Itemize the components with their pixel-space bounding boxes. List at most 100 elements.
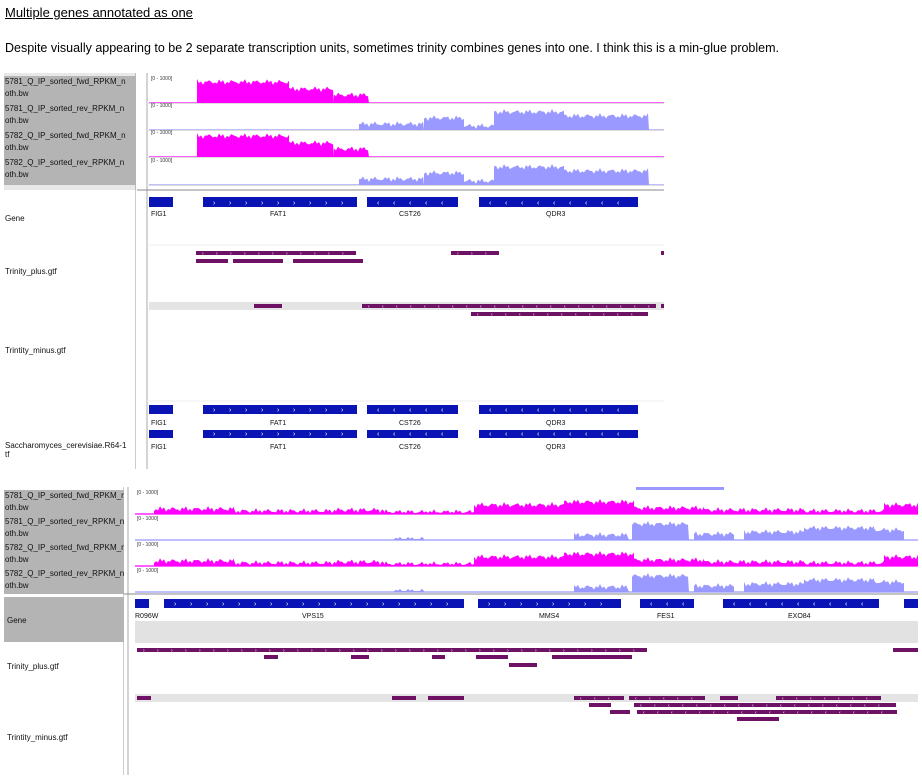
gene-feature-fat1-strand-arrow: ›	[245, 407, 248, 414]
gene-label-qdr3[interactable]: QDR3	[546, 444, 566, 451]
gene-feature-qdr3-strand-arrow: ‹	[585, 200, 588, 207]
data-range-label: [0 - 1000]	[137, 542, 159, 548]
coverage-track-label[interactable]: 5781_Q_IP_sorted_fwd_RPKM_n oth.bw	[4, 76, 136, 103]
trinity-minus-feature	[737, 717, 779, 721]
trinity-plus-feature-strand-arrow: ›	[381, 648, 383, 654]
coverage-track-label[interactable]: 5781_Q_IP_sorted_rev_RPKM_n oth.bw	[4, 103, 136, 130]
trinity-minus-feature	[661, 304, 664, 308]
trinity-minus-feature-strand-arrow: ‹	[853, 710, 855, 716]
trinity-plus-feature-strand-arrow: ›	[485, 251, 487, 257]
gene-feature-vps15	[164, 599, 464, 608]
trinity-plus-feature-strand-arrow: ›	[339, 648, 341, 654]
gene-label-exo84[interactable]: EXO84	[788, 613, 811, 620]
trinity-minus-feature-strand-arrow: ‹	[508, 304, 510, 310]
gene-label-fes1[interactable]: FES1	[657, 613, 675, 620]
gene-feature-fat1	[203, 430, 357, 438]
gene-feature-fat1-strand-arrow: ›	[229, 407, 232, 414]
trinity-plus-feature-strand-arrow: ›	[605, 648, 607, 654]
trinity-minus-track-label[interactable]: Trintity_minus.gtf	[5, 346, 66, 355]
coverage-track-label[interactable]: 5781_Q_IP_sorted_rev_RPKM_n oth.bw	[4, 516, 124, 542]
gene-label-r096w[interactable]: R096W	[135, 613, 159, 620]
trinity-minus-feature-strand-arrow: ‹	[838, 696, 840, 702]
gene-track-label[interactable]: Gene	[5, 214, 25, 223]
trinity-minus-track-label[interactable]: Trintity_minus.gtf	[7, 733, 68, 742]
gene-label-cst26[interactable]: CST26	[399, 444, 421, 451]
fwd-coverage	[149, 79, 664, 103]
trinity-minus-feature-strand-arrow: ‹	[810, 696, 812, 702]
coverage-track-label[interactable]: 5782_Q_IP_sorted_rev_RPKM_n oth.bw	[4, 157, 136, 185]
gene-feature-qdr3	[479, 405, 638, 414]
gene-feature-qdr3-strand-arrow: ‹	[553, 431, 556, 438]
gene-feature-vps15-strand-arrow: ›	[398, 601, 401, 608]
trinity-plus-feature-strand-arrow: ›	[353, 648, 355, 654]
trinity-plus-feature-strand-arrow: ›	[451, 648, 453, 654]
gene-feature-qdr3-strand-arrow: ‹	[537, 407, 540, 414]
gene-label-fig1[interactable]: FIG1	[151, 211, 167, 218]
gene-label-fat1[interactable]: FAT1	[270, 420, 287, 427]
trinity-minus-feature-strand-arrow: ‹	[606, 304, 608, 310]
trinity-minus-feature-strand-arrow: ‹	[682, 703, 684, 709]
coverage-track-label[interactable]: 5781_Q_IP_sorted_fwd_RPKM_n oth.bw	[4, 490, 124, 516]
gene-feature-cst26-strand-arrow: ‹	[393, 200, 396, 207]
gene-feature-cst26-strand-arrow: ‹	[425, 200, 428, 207]
trinity-minus-feature-strand-arrow: ‹	[836, 703, 838, 709]
gene-feature-vps15-strand-arrow: ›	[318, 601, 321, 608]
gene-label-fat1[interactable]: FAT1	[270, 211, 287, 218]
gene-feature-exo84-strand-arrow: ‹	[813, 601, 816, 608]
trinity-minus-feature	[610, 710, 630, 714]
gene-label-vps15[interactable]: VPS15	[302, 613, 324, 620]
collapsed-track-bg	[135, 694, 918, 702]
trinity-minus-feature	[362, 304, 656, 308]
gene-feature-mms4-strand-arrow: ›	[568, 601, 571, 608]
gene-label-fat1[interactable]: FAT1	[270, 444, 287, 451]
gene-feature-exo84-strand-arrow: ‹	[861, 601, 864, 608]
fwd-coverage	[149, 133, 664, 157]
trinity-plus-track-label[interactable]: Trinity_plus.gtf	[5, 267, 57, 276]
gene-feature-vps15-strand-arrow: ›	[446, 601, 449, 608]
trinity-plus-feature-strand-arrow: ›	[314, 251, 316, 257]
gene-feature-fat1-strand-arrow: ›	[213, 431, 216, 438]
gene-feature-cst26	[367, 197, 458, 207]
trinity-minus-feature-strand-arrow: ‹	[825, 710, 827, 716]
trinity-minus-feature-strand-arrow: ‹	[580, 696, 582, 702]
gene-feature-vps15-strand-arrow: ›	[366, 601, 369, 608]
trinity-plus-feature-strand-arrow: ›	[521, 648, 523, 654]
gene-label-mms4[interactable]: MMS4	[539, 613, 560, 620]
trinity-plus-feature-strand-arrow: ›	[202, 251, 204, 257]
gene-label-qdr3[interactable]: QDR3	[546, 420, 566, 427]
trinity-minus-feature	[254, 304, 282, 308]
gene-feature-mms4-strand-arrow: ›	[552, 601, 555, 608]
gene-feature-qdr3-strand-arrow: ‹	[553, 407, 556, 414]
gene-feature-qdr3-strand-arrow: ‹	[537, 431, 540, 438]
coverage-track-label[interactable]: 5782_Q_IP_sorted_fwd_RPKM_n oth.bw	[4, 542, 124, 568]
igv-panel-1: 5781_Q_IP_sorted_fwd_RPKM_n oth.bw 5781_Q…	[4, 73, 664, 469]
trinity-minus-feature-strand-arrow: ‹	[631, 312, 633, 318]
trinity-plus-feature-strand-arrow: ›	[255, 648, 257, 654]
coverage-track-label[interactable]: 5782_Q_IP_sorted_rev_RPKM_n oth.bw	[4, 568, 124, 594]
gene-feature-fat1	[203, 197, 357, 207]
trinity-minus-feature-strand-arrow: ‹	[533, 312, 535, 318]
rev-coverage	[135, 521, 918, 540]
trinity-plus-feature-strand-arrow: ›	[471, 251, 473, 257]
trinity-minus-feature-strand-arrow: ‹	[864, 703, 866, 709]
coverage-track-label[interactable]: 5782_Q_IP_sorted_fwd_RPKM_n oth.bw	[4, 130, 136, 157]
fwd-coverage	[135, 551, 918, 566]
rev-coverage	[149, 109, 664, 130]
gene-label-cst26[interactable]: CST26	[399, 211, 421, 218]
gene-feature-fat1-strand-arrow: ›	[245, 431, 248, 438]
trinity-minus-feature-strand-arrow: ‹	[663, 696, 665, 702]
trinity-minus-feature-strand-arrow: ‹	[477, 312, 479, 318]
gene-label-fig1[interactable]: FIG1	[151, 444, 167, 451]
gene-track-label[interactable]: Gene	[4, 597, 124, 642]
trinity-plus-feature-strand-arrow: ›	[171, 648, 173, 654]
gene-feature-cst26-strand-arrow: ‹	[377, 407, 380, 414]
gene-feature-cst26-strand-arrow: ‹	[409, 407, 412, 414]
reference-track-label[interactable]: Saccharomyces_cerevisiae.R64-1 tf	[5, 441, 127, 459]
trinity-plus-track-label[interactable]: Trinity_plus.gtf	[7, 662, 59, 671]
gene-feature-fes1	[640, 599, 694, 608]
gene-label-fig1[interactable]: FIG1	[151, 420, 167, 427]
gene-label-qdr3[interactable]: QDR3	[546, 211, 566, 218]
trinity-plus-feature-strand-arrow: ›	[367, 648, 369, 654]
trinity-minus-feature-strand-arrow: ‹	[724, 703, 726, 709]
gene-label-cst26[interactable]: CST26	[399, 420, 421, 427]
